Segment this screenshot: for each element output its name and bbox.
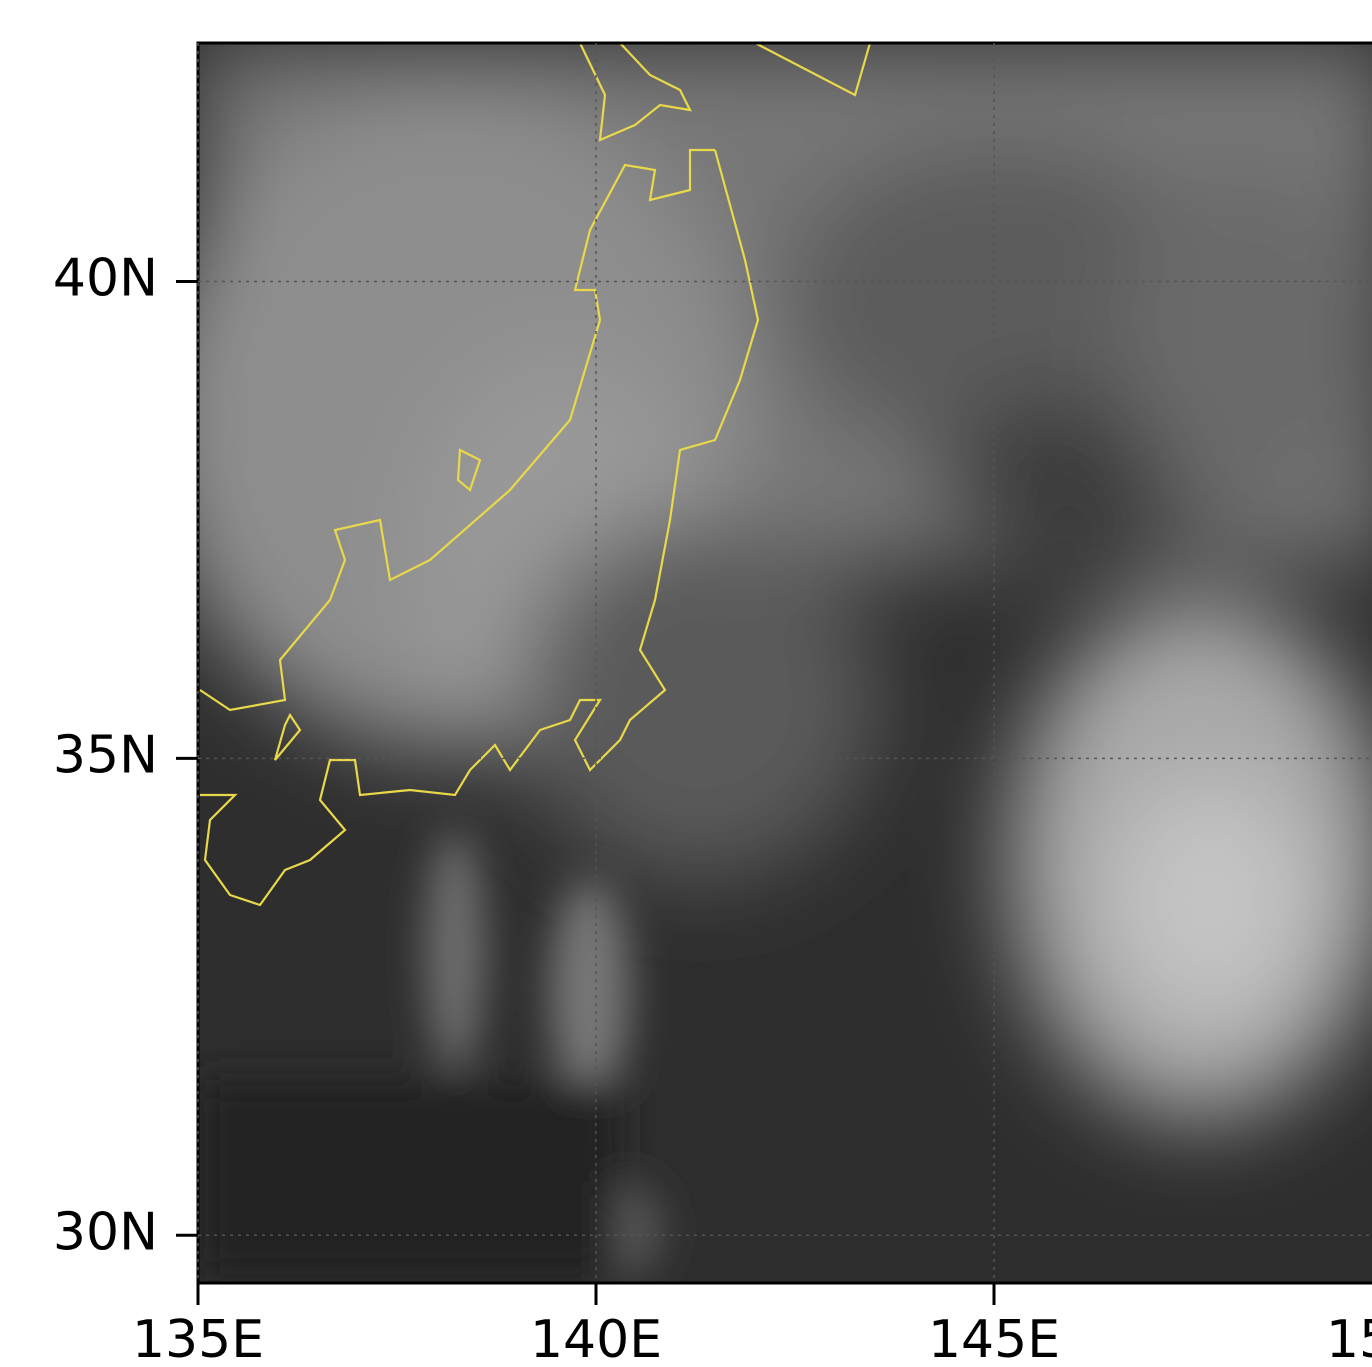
x-tick-label: 135E: [132, 1310, 264, 1367]
x-tick-label: 150E: [1326, 1310, 1372, 1367]
field: [150, 43, 1372, 1283]
x-tick-label: 140E: [530, 1310, 662, 1367]
y-tick-label: 40N: [53, 248, 158, 308]
x-tick-label: 145E: [928, 1310, 1060, 1367]
map-figure: 135E 140E 145E 150E 30N 35N 40N: [0, 0, 1372, 1367]
y-tick-label: 30N: [53, 1202, 158, 1262]
y-tick-label: 35N: [53, 725, 158, 785]
